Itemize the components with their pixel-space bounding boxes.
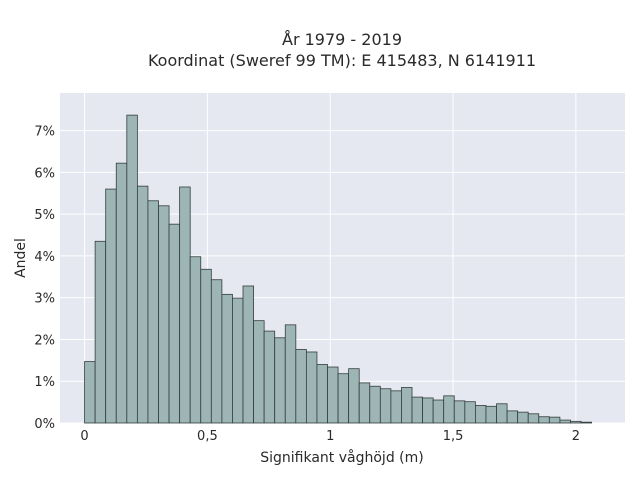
x-tick-label-2: 1 (326, 429, 334, 444)
histogram-bar-20 (295, 349, 307, 424)
y-tick-label-7: 7% (34, 125, 55, 140)
histogram-bar-13 (221, 293, 233, 424)
histogram-bar-0 (84, 361, 96, 424)
histogram-bar-23 (327, 366, 339, 424)
histogram-bar-11 (200, 268, 212, 424)
histogram-bar-14 (232, 297, 244, 424)
histogram-bar-42 (527, 413, 540, 424)
histogram-bar-37 (474, 405, 487, 424)
histogram-bar-31 (411, 396, 423, 424)
histogram-bar-25 (348, 368, 360, 424)
x-tick-label-1: 0,5 (197, 429, 218, 444)
histogram-bar-3 (115, 162, 128, 424)
histogram-bar-34 (443, 395, 455, 424)
histogram-bar-12 (210, 279, 223, 424)
histogram-bar-36 (464, 401, 476, 424)
y-tick-label-1: 1% (34, 375, 55, 390)
histogram-bar-47 (580, 421, 592, 424)
x-tick-label-4: 2 (572, 429, 580, 444)
y-tick-label-5: 5% (34, 208, 55, 223)
histogram-bar-41 (517, 411, 529, 424)
histogram-bar-27 (369, 385, 381, 424)
histogram-bar-6 (147, 200, 159, 424)
histogram-bar-15 (242, 285, 254, 424)
y-tick-label-3: 3% (34, 292, 55, 307)
histogram-bar-9 (179, 186, 191, 424)
histogram-bar-18 (274, 337, 286, 424)
histogram-bar-19 (284, 324, 297, 424)
histogram-bar-21 (305, 351, 318, 424)
histogram-bar-40 (506, 410, 519, 424)
chart-title: År 1979 - 2019 (282, 30, 402, 49)
histogram-bar-4 (126, 114, 138, 424)
y-tick-label-2: 2% (34, 333, 55, 348)
histogram-bar-2 (105, 188, 117, 424)
histogram-bar-5 (136, 185, 149, 424)
histogram-bar-46 (570, 420, 582, 424)
x-tick-label-0: 0 (80, 429, 88, 444)
histogram-bar-39 (496, 403, 508, 424)
histogram-bar-24 (337, 373, 350, 424)
histogram-bar-32 (422, 397, 434, 424)
y-tick-label-0: 0% (34, 417, 55, 432)
y-tick-label-4: 4% (34, 250, 55, 265)
histogram-bar-1 (94, 240, 107, 424)
histogram-bar-44 (548, 416, 561, 424)
y-tick-label-6: 6% (34, 166, 55, 181)
histogram-bar-33 (432, 399, 445, 424)
histogram-bar-45 (559, 419, 571, 424)
x-axis-label: Signifikant våghöjd (m) (260, 449, 423, 466)
histogram-bar-16 (253, 320, 265, 424)
axis-ticks: 0 0,5 1 1,5 2 0% 1% 2% 3% 4% 5% 6% 7% (34, 125, 580, 444)
histogram-bar-17 (263, 330, 276, 424)
histogram-bar-10 (189, 256, 202, 424)
histogram-bar-35 (453, 400, 466, 424)
histogram-bar-7 (158, 205, 170, 424)
histogram-bar-38 (485, 405, 497, 424)
histogram-bars (84, 114, 592, 424)
histogram-bar-26 (358, 382, 371, 424)
chart-subtitle: Koordinat (Sweref 99 TM): E 415483, N 61… (148, 51, 536, 70)
histogram-bar-28 (379, 388, 392, 424)
histogram-bar-29 (390, 390, 402, 424)
histogram-bar-22 (316, 364, 328, 424)
y-axis-label: Andel (13, 238, 29, 278)
histogram-bar-30 (401, 387, 413, 424)
histogram-bar-43 (538, 416, 550, 424)
x-tick-label-3: 1,5 (443, 429, 464, 444)
histogram-bar-8 (168, 223, 181, 424)
